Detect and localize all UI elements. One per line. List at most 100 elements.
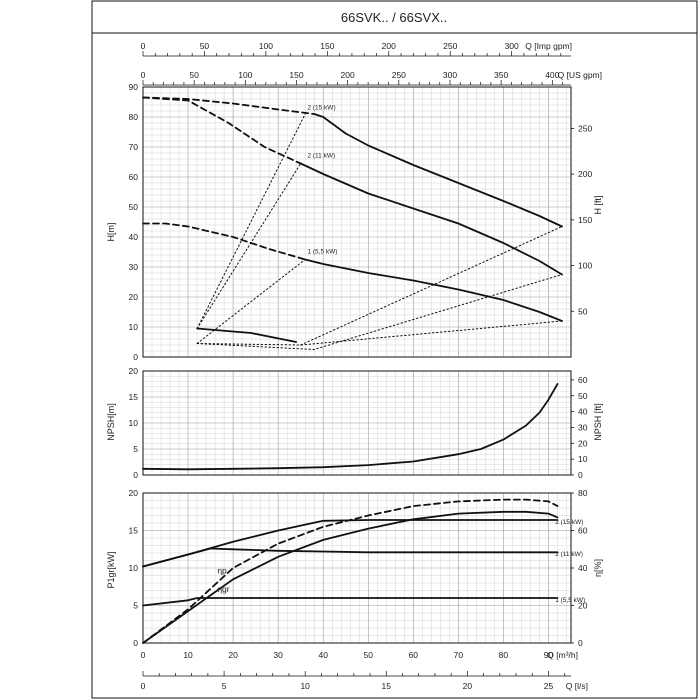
flow-m3h-tick-label: 20 xyxy=(228,650,238,660)
power-efficiency-series-1 xyxy=(142,547,559,568)
flow-m3h-tick-label: 90 xyxy=(544,650,554,660)
us-gpm-tick-label: 100 xyxy=(238,70,252,80)
efficiency-tick-label: 20 xyxy=(578,601,588,611)
npsh-ft-tick-label: 0 xyxy=(578,470,583,480)
head-series-3 xyxy=(299,162,563,276)
imp-gpm-axis-label: Q [Imp gpm] xyxy=(525,41,572,51)
us-gpm-tick-label: 50 xyxy=(189,70,199,80)
head-ft-tick-label: 50 xyxy=(578,306,588,316)
head-series-6 xyxy=(196,327,298,343)
head-label-11kw: 2 (11 kW) xyxy=(307,153,335,160)
npsh-ft-tick-label: 10 xyxy=(578,454,588,464)
flow-m3h-tick-label: 10 xyxy=(183,650,193,660)
grid-layer xyxy=(142,86,572,644)
npsh-left-tick-label: 0 xyxy=(133,470,138,480)
flow-m3h-tick-label: 80 xyxy=(499,650,509,660)
flow-m3h-tick-label: 40 xyxy=(318,650,328,660)
head-series-9 xyxy=(300,226,563,346)
efficiency-tick-label: 80 xyxy=(578,488,588,498)
flow-ls-tick-label: 15 xyxy=(382,681,392,691)
eta-p-annotation: ηp xyxy=(217,565,227,575)
us-gpm-tick-label: 350 xyxy=(494,70,508,80)
head-series-12 xyxy=(196,259,306,344)
us-gpm-tick-label: 300 xyxy=(443,70,457,80)
efficiency-axis-label: η[%] xyxy=(593,559,603,577)
us-gpm-axis-label: Q [US gpm] xyxy=(558,70,602,80)
imp-gpm-tick-label: 250 xyxy=(443,41,457,51)
head-ft-axis-label: H [ft] xyxy=(593,195,603,214)
imp-gpm-tick-label: 200 xyxy=(382,41,396,51)
flow-m3h-tick-label: 50 xyxy=(364,650,374,660)
head-ft-tick-label: 200 xyxy=(578,169,592,179)
head-series-4 xyxy=(142,222,307,261)
npsh-left-tick-label: 15 xyxy=(129,392,139,402)
power-label-55kw: 1 (5,5 kW) xyxy=(555,597,585,604)
us-gpm-tick-label: 0 xyxy=(141,70,146,80)
efficiency-tick-label: 60 xyxy=(578,526,588,536)
head-series-8 xyxy=(196,274,563,350)
power-efficiency-left-tick-label: 5 xyxy=(133,601,138,611)
series-label-layer: 2 (15 kW) 2 (11 kW) 1 (5,5 kW) 2 (15 kW) 2 (… xyxy=(217,105,585,604)
flow-ls-tick-label: 20 xyxy=(463,681,473,691)
imp-gpm-tick-label: 50 xyxy=(200,41,210,51)
imp-gpm-tick-label: 150 xyxy=(320,41,334,51)
tick-layer: 0102030405060708090501001502002500510152… xyxy=(129,41,593,691)
head-ft-tick-label: 150 xyxy=(578,215,592,225)
flow-m3h-tick-label: 70 xyxy=(454,650,464,660)
head-left-tick-label: 50 xyxy=(129,202,139,212)
npsh-left-tick-label: 5 xyxy=(133,444,138,454)
power-efficiency-left-tick-label: 20 xyxy=(129,488,139,498)
flow-m3h-tick-label: 30 xyxy=(273,650,283,660)
flow-m3h-tick-label: 60 xyxy=(409,650,419,660)
power-label-15kw: 2 (15 kW) xyxy=(555,519,583,526)
head-m-axis-label: H[m] xyxy=(106,223,116,242)
head-series-0 xyxy=(142,96,316,115)
imp-gpm-tick-label: 100 xyxy=(259,41,273,51)
npsh-ft-tick-label: 20 xyxy=(578,438,588,448)
flow-ls-tick-label: 10 xyxy=(300,681,310,691)
flow-ls-tick-label: 0 xyxy=(141,681,146,691)
head-left-tick-label: 0 xyxy=(133,352,138,362)
flow-ls-tick-label: 5 xyxy=(222,681,227,691)
flow-ls-axis-label: Q [l/s] xyxy=(566,681,588,691)
us-gpm-tick-label: 200 xyxy=(341,70,355,80)
power-efficiency-series-4 xyxy=(142,510,559,644)
head-left-tick-label: 40 xyxy=(129,232,139,242)
us-gpm-tick-label: 150 xyxy=(289,70,303,80)
head-left-tick-label: 30 xyxy=(129,262,139,272)
series-layer xyxy=(142,96,563,644)
npsh-m-axis-label: NPSH[m] xyxy=(106,403,116,441)
eta-gr-annotation: ηgr xyxy=(217,584,229,594)
head-left-tick-label: 60 xyxy=(129,172,139,182)
flow-ls-tick-label: 25 xyxy=(544,681,554,691)
chart-title: 66SVK.. / 66SVX.. xyxy=(341,10,447,25)
head-label-55kw: 1 (5,5 kW) xyxy=(307,249,337,256)
npsh-left-tick-label: 20 xyxy=(129,366,139,376)
imp-gpm-tick-label: 0 xyxy=(141,41,146,51)
npsh-ft-tick-label: 60 xyxy=(578,375,588,385)
head-series-11 xyxy=(196,113,306,329)
imp-gpm-tick-label: 300 xyxy=(505,41,519,51)
sheet-border xyxy=(91,0,698,699)
head-left-tick-label: 90 xyxy=(129,82,139,92)
power-efficiency-series-2 xyxy=(142,597,559,607)
head-left-tick-label: 20 xyxy=(129,292,139,302)
us-gpm-tick-label: 250 xyxy=(392,70,406,80)
npsh-left-tick-label: 10 xyxy=(129,418,139,428)
efficiency-tick-label: 0 xyxy=(578,638,583,648)
head-ft-tick-label: 100 xyxy=(578,261,592,271)
efficiency-tick-label: 40 xyxy=(578,563,588,573)
us-gpm-tick-label: 400 xyxy=(545,70,559,80)
power-label-11kw: 2 (11 kW) xyxy=(555,551,583,558)
head-series-1 xyxy=(313,113,563,228)
power-efficiency-series-3 xyxy=(142,498,559,644)
power-kw-axis-label: P1gr[kW] xyxy=(106,551,116,588)
head-left-tick-label: 10 xyxy=(129,322,139,332)
npsh-series-0 xyxy=(142,383,559,471)
head-left-tick-label: 80 xyxy=(129,112,139,122)
power-efficiency-left-tick-label: 10 xyxy=(129,563,139,573)
head-plot-frame xyxy=(142,86,572,358)
power-efficiency-left-tick-label: 15 xyxy=(129,526,139,536)
flow-m3h-axis-label: Q [m³/h] xyxy=(547,650,578,660)
